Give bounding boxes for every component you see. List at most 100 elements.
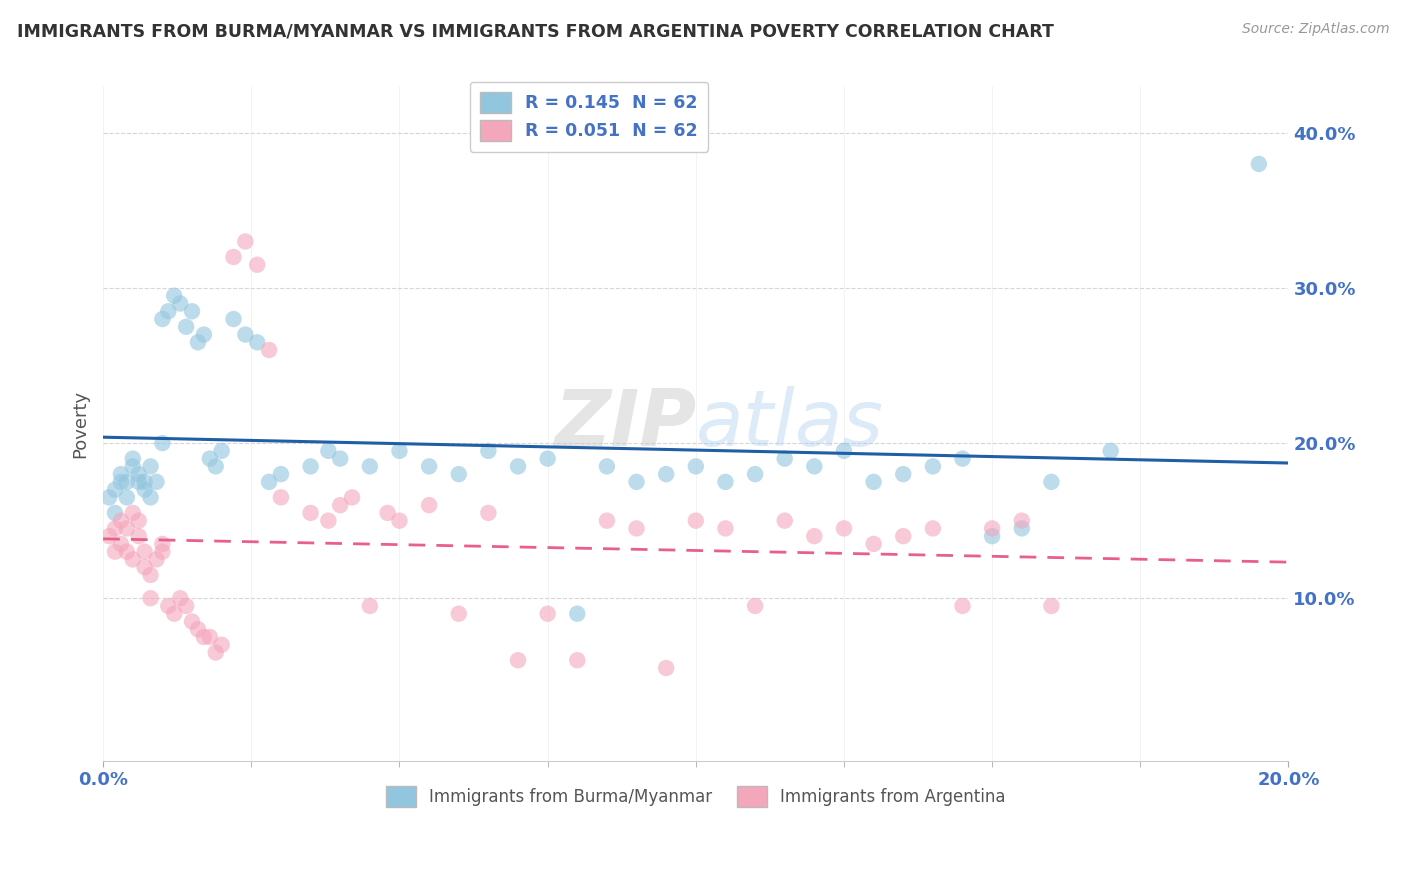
- Point: [952, 451, 974, 466]
- Point: [773, 514, 796, 528]
- Point: [506, 459, 529, 474]
- Point: [773, 451, 796, 466]
- Point: [567, 607, 589, 621]
- Point: [246, 258, 269, 272]
- Point: [198, 451, 221, 466]
- Point: [744, 599, 766, 613]
- Point: [862, 537, 884, 551]
- Point: [163, 607, 186, 621]
- Point: [299, 506, 322, 520]
- Point: [104, 544, 127, 558]
- Point: [128, 529, 150, 543]
- Point: [388, 514, 411, 528]
- Point: [211, 443, 233, 458]
- Legend: Immigrants from Burma/Myanmar, Immigrants from Argentina: Immigrants from Burma/Myanmar, Immigrant…: [380, 780, 1012, 814]
- Point: [832, 443, 855, 458]
- Point: [181, 615, 204, 629]
- Text: Source: ZipAtlas.com: Source: ZipAtlas.com: [1241, 22, 1389, 37]
- Point: [388, 443, 411, 458]
- Text: IMMIGRANTS FROM BURMA/MYANMAR VS IMMIGRANTS FROM ARGENTINA POVERTY CORRELATION C: IMMIGRANTS FROM BURMA/MYANMAR VS IMMIGRA…: [17, 22, 1053, 40]
- Point: [921, 459, 943, 474]
- Text: ZIP: ZIP: [554, 385, 696, 462]
- Point: [1040, 475, 1063, 489]
- Point: [685, 514, 707, 528]
- Point: [115, 521, 138, 535]
- Point: [359, 459, 381, 474]
- Point: [891, 529, 914, 543]
- Point: [110, 475, 132, 489]
- Point: [121, 451, 143, 466]
- Point: [98, 529, 121, 543]
- Point: [128, 475, 150, 489]
- Point: [418, 459, 440, 474]
- Point: [235, 327, 257, 342]
- Point: [110, 514, 132, 528]
- Point: [193, 327, 215, 342]
- Point: [115, 544, 138, 558]
- Point: [152, 436, 174, 450]
- Point: [104, 483, 127, 497]
- Point: [152, 544, 174, 558]
- Point: [626, 521, 648, 535]
- Point: [714, 521, 737, 535]
- Point: [139, 591, 162, 606]
- Point: [318, 443, 340, 458]
- Point: [655, 661, 678, 675]
- Point: [204, 459, 226, 474]
- Point: [257, 343, 280, 357]
- Point: [181, 304, 204, 318]
- Point: [121, 552, 143, 566]
- Point: [169, 591, 191, 606]
- Point: [128, 467, 150, 482]
- Y-axis label: Poverty: Poverty: [72, 390, 89, 458]
- Point: [1247, 157, 1270, 171]
- Point: [567, 653, 589, 667]
- Point: [477, 443, 499, 458]
- Point: [714, 475, 737, 489]
- Point: [187, 335, 209, 350]
- Point: [128, 514, 150, 528]
- Point: [211, 638, 233, 652]
- Point: [270, 467, 292, 482]
- Point: [204, 646, 226, 660]
- Point: [104, 521, 127, 535]
- Point: [1011, 521, 1033, 535]
- Point: [187, 622, 209, 636]
- Point: [121, 506, 143, 520]
- Point: [110, 467, 132, 482]
- Point: [299, 459, 322, 474]
- Point: [174, 599, 197, 613]
- Point: [537, 451, 560, 466]
- Point: [110, 537, 132, 551]
- Point: [981, 521, 1004, 535]
- Point: [115, 475, 138, 489]
- Point: [981, 529, 1004, 543]
- Point: [447, 467, 470, 482]
- Point: [803, 459, 825, 474]
- Text: atlas: atlas: [696, 385, 884, 462]
- Point: [139, 459, 162, 474]
- Point: [744, 467, 766, 482]
- Point: [329, 451, 352, 466]
- Point: [139, 491, 162, 505]
- Point: [596, 514, 619, 528]
- Point: [1040, 599, 1063, 613]
- Point: [134, 483, 156, 497]
- Point: [1011, 514, 1033, 528]
- Point: [803, 529, 825, 543]
- Point: [157, 599, 180, 613]
- Point: [134, 560, 156, 574]
- Point: [134, 475, 156, 489]
- Point: [157, 304, 180, 318]
- Point: [340, 491, 363, 505]
- Point: [139, 568, 162, 582]
- Point: [152, 312, 174, 326]
- Point: [596, 459, 619, 474]
- Point: [115, 491, 138, 505]
- Point: [862, 475, 884, 489]
- Point: [952, 599, 974, 613]
- Point: [1099, 443, 1122, 458]
- Point: [174, 319, 197, 334]
- Point: [163, 289, 186, 303]
- Point: [246, 335, 269, 350]
